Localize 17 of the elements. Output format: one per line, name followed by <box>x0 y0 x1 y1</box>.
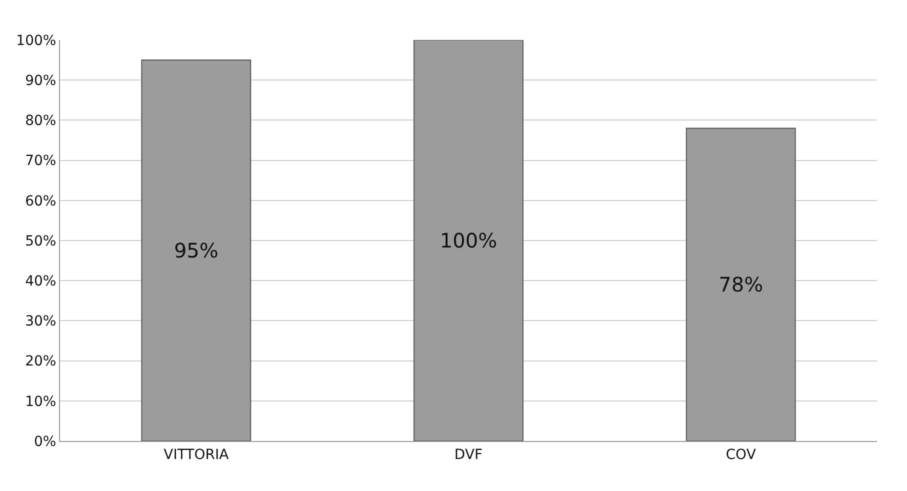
y-tick-label: 70% <box>25 153 56 170</box>
data-label: 78% <box>718 272 764 297</box>
x-tick-label: VITTORIA <box>164 446 230 463</box>
x-tick-label: COV <box>726 446 756 463</box>
y-tick-label: 50% <box>25 233 56 250</box>
y-tick-label: 80% <box>25 113 56 130</box>
y-tick-label: 40% <box>25 274 56 290</box>
y-tick-label: 30% <box>25 314 56 330</box>
y-tick-label: 20% <box>25 354 56 370</box>
y-tick-label: 60% <box>25 193 56 210</box>
data-label: 100% <box>440 228 498 252</box>
y-tick-label: 100% <box>16 32 56 49</box>
data-label: 95% <box>174 238 218 263</box>
y-tick-label: 0% <box>34 434 56 450</box>
y-tick-label: 10% <box>25 394 56 410</box>
x-tick-label: DVF <box>454 446 483 463</box>
y-tick-label: 90% <box>25 73 56 89</box>
